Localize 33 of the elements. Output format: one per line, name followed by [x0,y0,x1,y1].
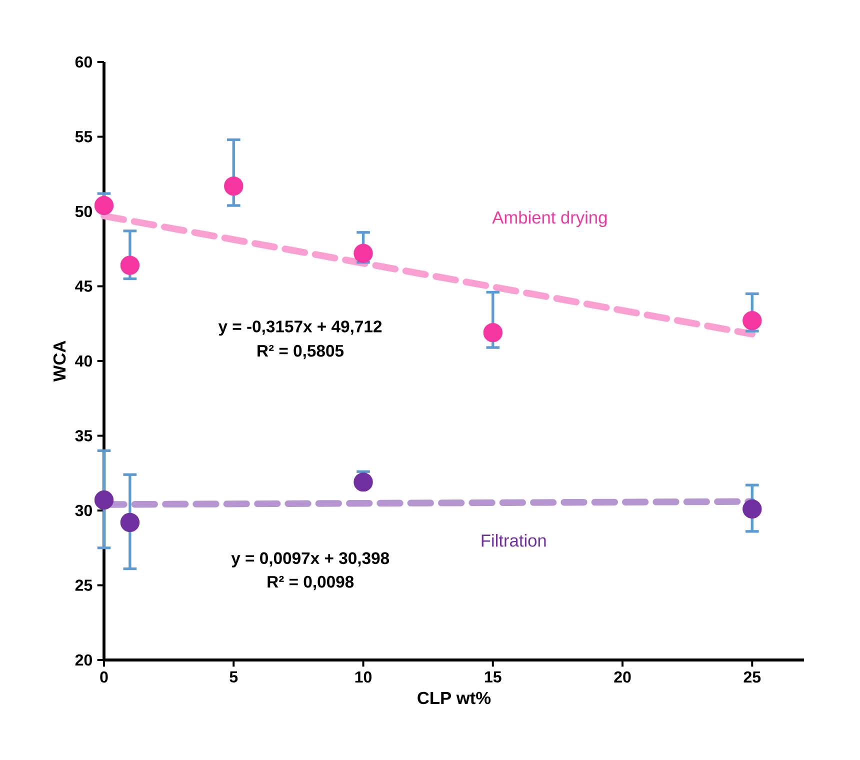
point [483,322,502,342]
x-tick-label: 0 [100,671,108,683]
x-axis-title: CLP wt% [418,692,491,704]
annotation: R² = 0,5805 [258,344,344,360]
point [224,176,244,196]
y-axis-title: WCA [53,340,66,382]
text: Ambient drying [492,210,607,228]
y-tick-label: 50 [75,206,92,218]
x-tick-label: 20 [614,671,631,683]
y-tick-label: 40 [75,355,92,367]
x-tick-label: 10 [355,671,372,683]
point [742,311,762,330]
y-tick-label: 55 [75,131,92,142]
point [120,256,140,275]
annotation: y = -0,3157x + 49,712 [218,320,382,336]
point [354,472,373,492]
point [94,196,114,216]
point [742,499,762,519]
annotation: y = 0,0097x + 30,398 [231,552,390,568]
y-tick-label: 60 [75,56,92,68]
text: Filtration [482,534,546,547]
y-tick-label: 30 [75,504,92,516]
annotation: R² = 0,0098 [268,576,354,590]
y-tick-label: 25 [75,580,92,591]
point [120,512,140,532]
x-tick-label: 5 [230,671,238,683]
y-tick-label: 20 [75,654,92,666]
point [94,490,114,510]
y-tick-label: 35 [75,430,92,442]
x-tick-label: 25 [744,671,761,683]
x-tick-label: 15 [485,671,502,683]
y-tick-label: 45 [75,280,92,292]
point [354,244,373,263]
